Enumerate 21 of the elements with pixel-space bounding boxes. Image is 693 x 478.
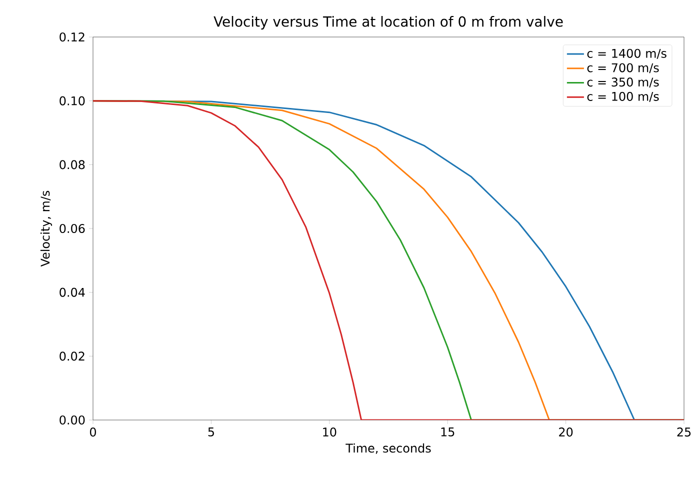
legend-label: c = 700 m/s [587, 63, 659, 74]
chart-title: Velocity versus Time at location of 0 m from valve [214, 16, 563, 30]
y-tick-label: 0.08 [60, 160, 85, 170]
line-series [93, 100, 684, 420]
y-tick-label: 0.00 [60, 415, 85, 425]
legend-label: c = 1400 m/s [587, 48, 666, 59]
y-tick-label: 0.04 [60, 288, 85, 297]
x-tick-label: 15 [441, 428, 454, 436]
legend-label: c = 100 m/s [587, 92, 659, 102]
x-tick-label: 0 [90, 428, 96, 437]
y-tick-label: 0.12 [60, 32, 84, 42]
y-tick-label: 0.02 [60, 352, 84, 361]
x-axis-title: Time, seconds [346, 443, 431, 454]
x-tick-label: 25 [677, 428, 691, 437]
y-tick-label: 0.06 [60, 224, 85, 234]
x-tick-label: 20 [559, 428, 573, 437]
legend-label: c = 350 m/s [587, 78, 659, 88]
x-tick-label: 10 [323, 428, 336, 437]
y-tick-label: 0.10 [60, 96, 85, 106]
y-axis-title: Velocity, m/s [40, 190, 52, 267]
x-tick-label: 5 [208, 428, 214, 436]
